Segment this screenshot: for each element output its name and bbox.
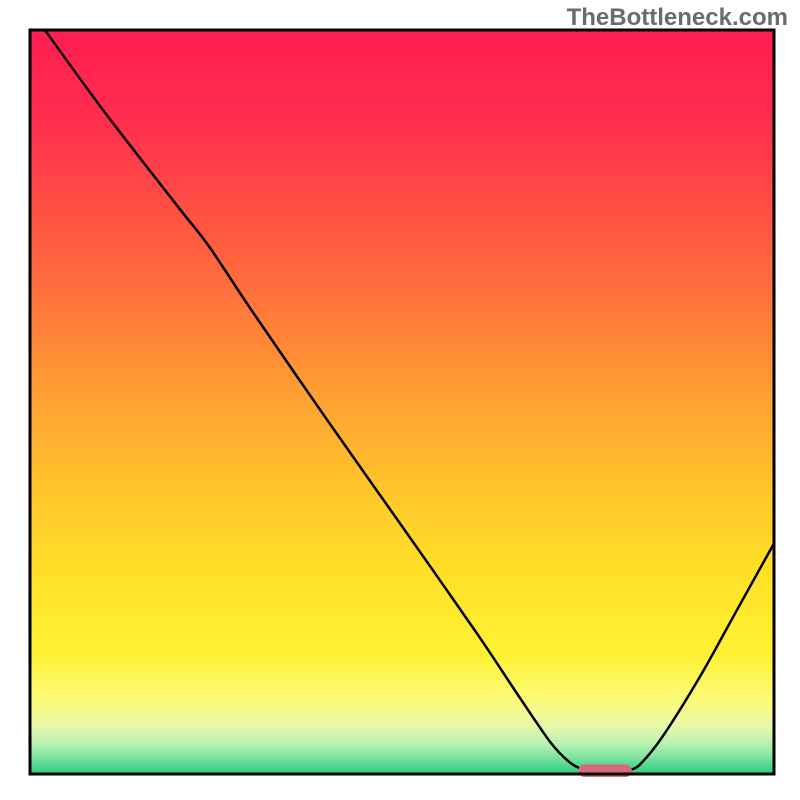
- plot-background: [30, 30, 774, 774]
- bottleneck-chart: [0, 0, 800, 800]
- watermark-text: TheBottleneck.com: [567, 4, 788, 32]
